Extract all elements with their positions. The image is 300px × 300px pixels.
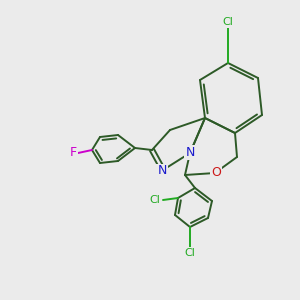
- Text: N: N: [157, 164, 167, 178]
- Text: Cl: Cl: [150, 195, 160, 205]
- Text: O: O: [211, 167, 221, 179]
- Text: Cl: Cl: [184, 248, 195, 258]
- Text: Cl: Cl: [223, 17, 233, 27]
- Text: N: N: [185, 146, 195, 158]
- Text: F: F: [69, 146, 76, 160]
